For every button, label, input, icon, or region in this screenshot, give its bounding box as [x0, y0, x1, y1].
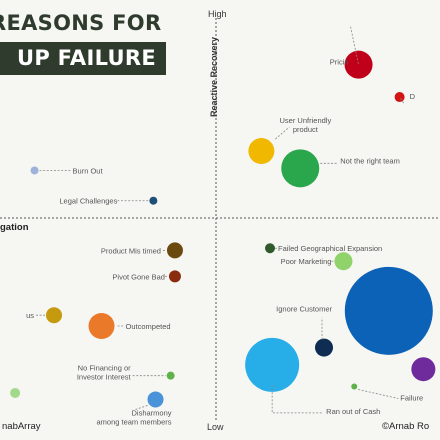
bubble-disharmony-among-team-members-19 [147, 391, 164, 408]
bubble-failed-geographical-expansion-7 [265, 243, 275, 254]
chart-title-line-2: UP FAILURE [0, 42, 166, 75]
bubble-legal-challenges-5 [149, 196, 158, 205]
label-user-unfriendly-product: User Unfriendly product [280, 116, 332, 134]
leader-line-failure [358, 389, 399, 399]
bubble-unlabeled-14 [245, 337, 300, 392]
bubble-us-11 [46, 307, 62, 324]
label-burn-out: Burn Out [73, 166, 104, 175]
leader-line-user-unfriendly-product [275, 126, 290, 140]
y-axis-bottom-label: Low [207, 422, 224, 432]
label-pivot-gone-bad: Pivot Gone Bad [112, 272, 165, 281]
bubble-outcompeted-12 [88, 313, 115, 339]
footer-handle-left: nabArray [2, 421, 41, 432]
label-us: us [26, 311, 34, 320]
bubble-pricin-0 [344, 50, 373, 79]
chart-title-line-1: REASONS FOR [0, 11, 162, 35]
label-disharmony-among-team-members: Disharmony among team members [96, 408, 171, 426]
bubble-user-unfriendly-product-2 [248, 138, 275, 165]
bubble-pivot-gone-bad-9 [168, 270, 181, 283]
label-product-mis-timed: Product Mis timed [101, 246, 161, 255]
label-d: D [410, 92, 416, 101]
label-outcompeted: Outcompeted [126, 322, 171, 331]
label-no-financing-or-investor-interest: No Financing or Investor Interest [77, 364, 132, 382]
label-poor-marketing: Poor Marketing [281, 257, 332, 266]
bubble-product-mis-timed-6 [166, 242, 183, 259]
y-axis-top-label: High [208, 9, 227, 19]
bubble-not-the-right-team-3 [281, 149, 320, 188]
label-failure: Failure [400, 393, 423, 402]
leader-line-ran-out-of-cash [271, 384, 323, 414]
bubble-failure-18 [351, 383, 358, 390]
label-failed-geographical-expansion: Failed Geographical Expansion [278, 244, 382, 253]
label-legal-challenges: Legal Challenges [59, 197, 117, 206]
bubble-ignore-customer-13 [315, 338, 333, 357]
leader-line-d [399, 96, 404, 104]
bubble-poor-marketing-8 [334, 252, 353, 271]
x-axis-left-label: gation [0, 222, 29, 233]
bubble-unlabeled-15 [411, 357, 436, 382]
bubble-unlabeled-17 [10, 387, 21, 398]
bubble-unlabeled-10 [344, 266, 433, 355]
footer-credit-right: ©Arnab Ro [382, 421, 430, 432]
bubble-burn-out-4 [30, 166, 39, 175]
leader-line-pricin [350, 26, 359, 65]
y-axis-title: Reactive Recovery [209, 36, 219, 118]
data-marks: Pricin D User Unfriendly product Not the rig… [10, 26, 436, 426]
bubble-no-financing-or-investor-interest-16 [166, 371, 175, 380]
label-not-the-right-team: Not the right team [340, 156, 400, 165]
label-pricin: Pricin [330, 58, 349, 67]
label-ignore-customer: Ignore Customer [276, 305, 332, 314]
label-ran-out-of-cash: Ran out of Cash [326, 407, 380, 416]
